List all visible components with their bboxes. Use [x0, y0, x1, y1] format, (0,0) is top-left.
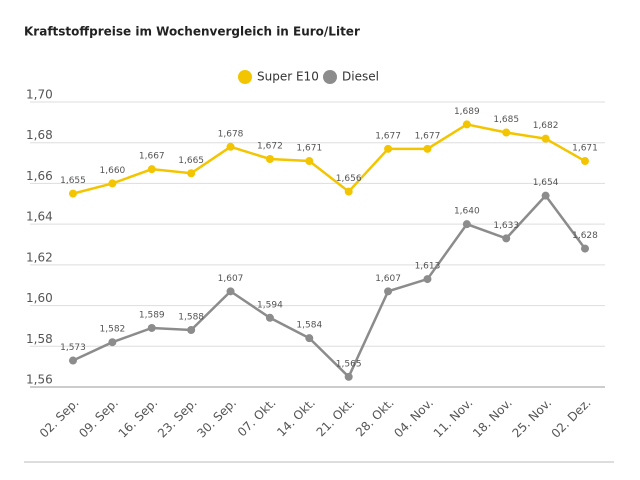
y-tick-label: 1,60	[26, 291, 53, 305]
data-label: 1,660	[100, 166, 126, 176]
data-label: 1,628	[572, 231, 598, 241]
x-tick-label: 28. Okt.	[353, 396, 397, 440]
data-label: 1,654	[533, 178, 559, 188]
data-point	[305, 334, 314, 343]
data-point	[384, 144, 393, 153]
data-point	[541, 191, 550, 200]
data-point	[147, 165, 156, 174]
legend-marker	[323, 70, 337, 84]
x-tick-label: 18. Nov.	[470, 396, 515, 441]
data-label: 1,656	[336, 174, 362, 184]
y-tick-label: 1,56	[26, 373, 53, 387]
legend-label: Diesel	[342, 70, 379, 84]
data-point	[541, 134, 550, 143]
data-label: 1,633	[493, 221, 519, 231]
y-tick-label: 1,62	[26, 250, 53, 264]
data-label: 1,671	[296, 144, 322, 154]
data-label: 1,689	[454, 107, 480, 117]
x-tick-label: 21. Okt.	[314, 396, 358, 440]
data-point	[69, 356, 77, 365]
data-point	[265, 313, 274, 322]
data-point	[423, 275, 432, 284]
x-tick-label: 04. Nov.	[391, 396, 436, 441]
legend-marker	[238, 70, 252, 84]
data-point	[462, 220, 471, 229]
data-label: 1,594	[257, 300, 283, 310]
data-label: 1,671	[572, 144, 598, 154]
data-label: 1,613	[415, 262, 441, 272]
data-label: 1,655	[60, 176, 86, 186]
data-point	[581, 244, 589, 253]
x-tick-label: 02. Sep.	[37, 396, 82, 441]
x-tick-label: 30. Sep.	[194, 396, 239, 441]
x-tick-label: 09. Sep.	[76, 396, 121, 441]
x-tick-label: 14. Okt.	[274, 396, 318, 440]
data-label: 1,677	[415, 131, 441, 141]
x-tick-label: 11. Nov.	[431, 396, 476, 441]
data-point	[226, 142, 235, 151]
data-point	[305, 157, 314, 166]
data-point	[187, 169, 196, 178]
chart-title: Kraftstoffpreise im Wochenvergleich in E…	[24, 25, 360, 39]
data-label: 1,667	[139, 152, 165, 162]
data-point	[502, 128, 511, 137]
data-point	[581, 157, 589, 166]
data-label: 1,685	[493, 115, 519, 125]
series-line	[72, 123, 586, 195]
y-tick-label: 1,68	[26, 128, 53, 142]
x-tick-label: 07. Okt.	[235, 396, 279, 440]
y-tick-label: 1,66	[26, 169, 53, 183]
data-point	[384, 287, 393, 296]
data-label: 1,607	[218, 274, 244, 284]
x-tick-label: 16. Sep.	[116, 396, 161, 441]
y-tick-label: 1,58	[26, 332, 53, 346]
y-tick-label: 1,70	[26, 88, 53, 102]
data-label: 1,589	[139, 310, 165, 320]
data-label: 1,607	[375, 274, 401, 284]
legend-label: Super E10	[257, 70, 319, 84]
data-label: 1,573	[60, 343, 86, 353]
data-point	[187, 326, 196, 334]
data-label: 1,565	[336, 359, 362, 369]
data-point	[108, 179, 117, 188]
data-label: 1,588	[178, 313, 204, 323]
x-tick-label: 25. Nov.	[510, 396, 555, 441]
data-point	[344, 372, 353, 381]
data-label: 1,678	[218, 129, 244, 139]
data-label: 1,582	[100, 325, 126, 335]
data-point	[69, 189, 77, 198]
data-label: 1,665	[178, 156, 204, 166]
data-point	[108, 338, 117, 347]
y-tick-label: 1,64	[26, 210, 53, 224]
data-label: 1,584	[296, 321, 322, 331]
data-point	[344, 187, 353, 196]
x-tick-label: 02. Dez.	[549, 396, 594, 441]
data-point	[147, 323, 156, 332]
data-point	[265, 155, 274, 163]
data-point	[462, 120, 471, 129]
data-point	[502, 234, 511, 243]
series-line	[72, 193, 587, 379]
data-label: 1,672	[257, 142, 283, 152]
data-label: 1,640	[454, 207, 480, 217]
x-tick-label: 23. Sep.	[155, 396, 200, 441]
data-label: 1,677	[375, 131, 401, 141]
data-point	[226, 287, 235, 296]
data-point	[423, 144, 432, 153]
data-label: 1,682	[533, 121, 559, 131]
